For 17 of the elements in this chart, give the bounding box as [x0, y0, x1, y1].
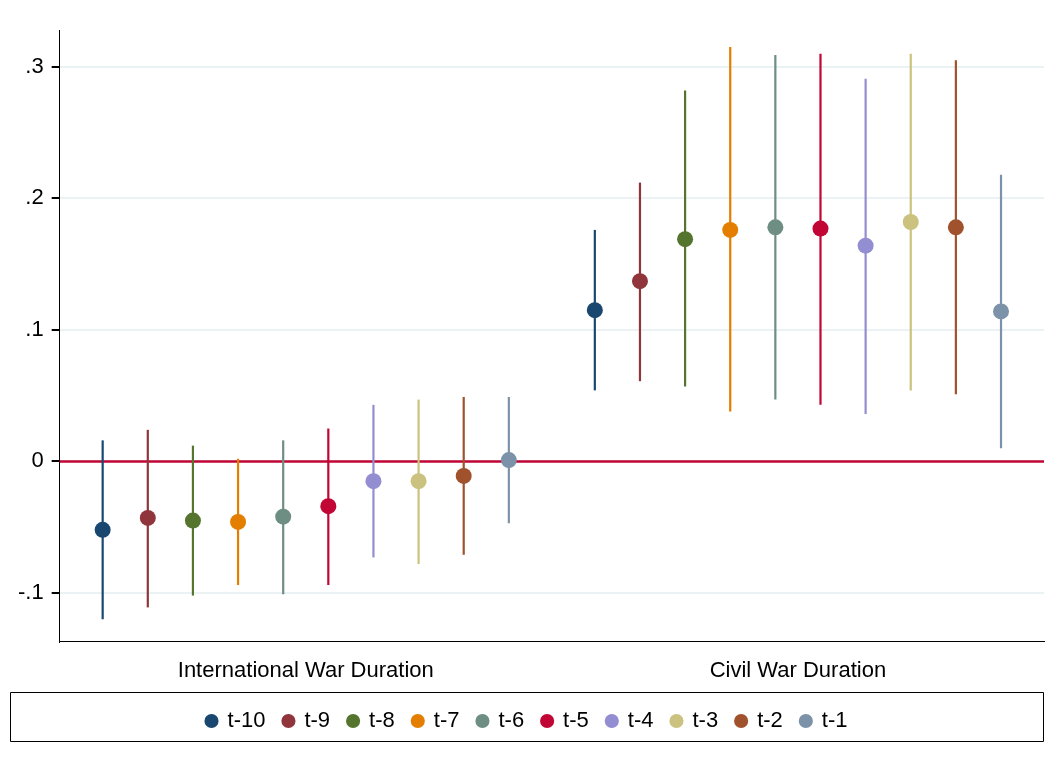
legend-label: t-7 — [433, 707, 460, 733]
x-tick-label: Civil War Duration — [709, 656, 887, 682]
legend-label: t-5 — [563, 707, 589, 733]
y-tick-label: .3 — [25, 52, 44, 78]
legend-label: t-8 — [369, 707, 395, 733]
y-tick-label: .2 — [25, 184, 44, 210]
y-tick-label: -.1 — [17, 579, 44, 604]
legend-label: t-2 — [757, 707, 783, 733]
legend-label: t-6 — [498, 707, 525, 733]
legend-label: t-1 — [821, 707, 848, 733]
legend-label: t-4 — [627, 707, 654, 733]
y-tick-label: .1 — [25, 315, 44, 341]
y-tick-label: 0 — [31, 447, 44, 473]
legend-label: t-10 — [227, 707, 266, 733]
x-tick-label: International War Duration — [177, 656, 434, 682]
legend-label: t-3 — [692, 707, 719, 733]
legend-label: t-9 — [304, 707, 331, 733]
